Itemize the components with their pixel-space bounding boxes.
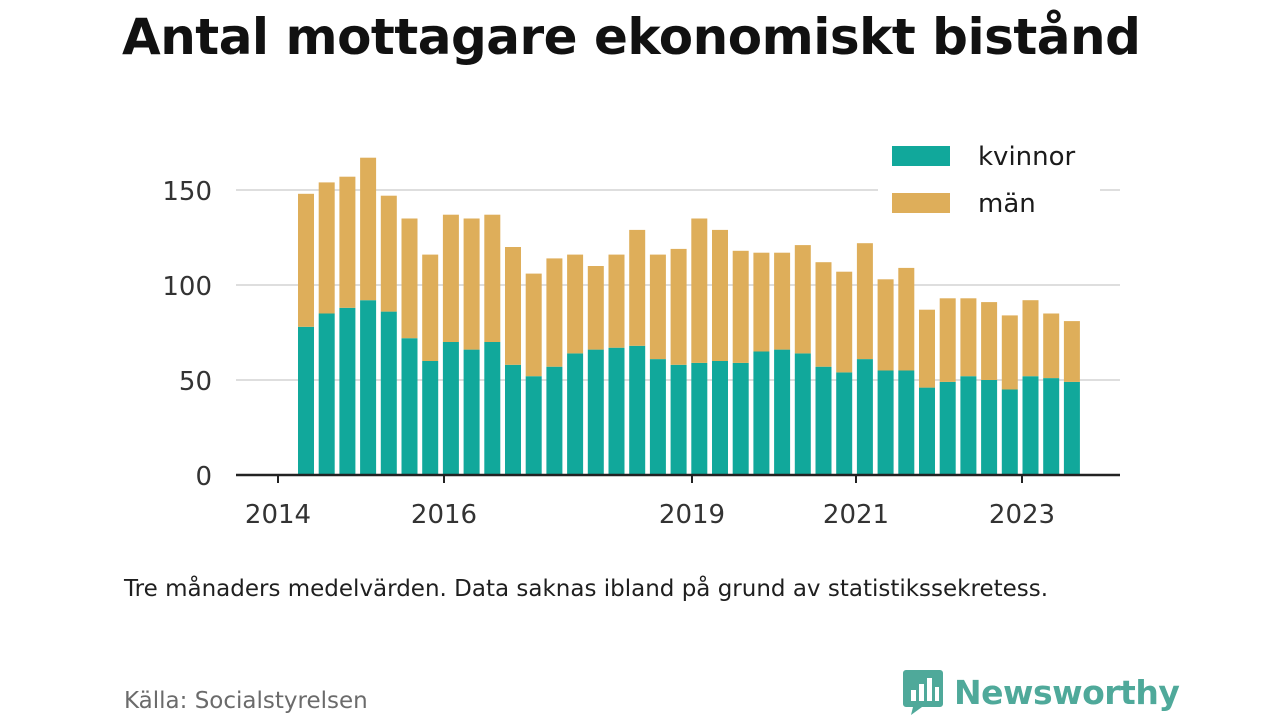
legend: kvinnor män (878, 132, 1100, 228)
bar-kvinnor (567, 353, 584, 475)
bar-man (1043, 313, 1060, 379)
bar-kvinnor (732, 362, 749, 475)
bar-kvinnor (856, 359, 873, 475)
bar-man (442, 214, 459, 342)
bar-kvinnor (318, 313, 335, 475)
legend-label: kvinnor (978, 142, 1076, 172)
bar-man (856, 243, 873, 360)
legend-swatch (892, 193, 950, 213)
legend-swatch (892, 146, 950, 166)
bar-kvinnor (608, 347, 625, 475)
bar-man (401, 218, 418, 339)
bar-kvinnor (774, 349, 791, 475)
bar-man (794, 245, 811, 354)
bar-man (505, 247, 521, 365)
stacked-bar-chart: 0 50 100 150 2014 2016 2019 2021 2023 kvinnor män (162, 132, 1120, 530)
bars (298, 157, 1080, 475)
bar-man (525, 273, 542, 377)
bar-kvinnor (1063, 381, 1080, 475)
bar-man (753, 252, 770, 352)
bar-man (815, 262, 832, 367)
bar-kvinnor (298, 326, 314, 475)
bar-kvinnor (380, 311, 397, 475)
bar-man (380, 195, 397, 312)
bar-kvinnor (898, 370, 915, 475)
bar-kvinnor (546, 366, 563, 475)
bar-kvinnor (960, 376, 977, 475)
bar-man (587, 266, 604, 350)
axes: 0 50 100 150 2014 2016 2019 2021 2023 (162, 177, 1120, 530)
bar-kvinnor (877, 370, 894, 475)
source-credit: Källa: Socialstyrelsen (124, 688, 368, 714)
bar-man (691, 218, 708, 363)
chart-title: Antal mottagare ekonomiskt bistånd (122, 8, 1141, 66)
bar-kvinnor (629, 345, 646, 475)
bar-kvinnor (339, 307, 356, 475)
bar-kvinnor (712, 361, 728, 475)
bar-man (629, 229, 646, 346)
bar-man (318, 182, 335, 314)
bar-kvinnor (649, 359, 666, 475)
bar-kvinnor (939, 381, 956, 475)
bar-man (1022, 300, 1039, 377)
bar-man (484, 214, 501, 342)
y-tick-label: 100 (162, 272, 212, 302)
bar-man (836, 271, 853, 373)
bar-kvinnor (981, 380, 998, 475)
bar-kvinnor (1022, 376, 1039, 475)
bar-man (360, 157, 377, 301)
bar-man (298, 193, 314, 327)
bar-man (1063, 321, 1080, 382)
bar-man (463, 218, 480, 350)
bar-kvinnor (525, 376, 542, 475)
bar-man (339, 176, 356, 308)
bar-kvinnor (794, 353, 811, 475)
bar-man (422, 254, 439, 361)
bar-kvinnor (422, 361, 439, 475)
bar-man (546, 258, 563, 367)
brand-name: Newsworthy (954, 672, 1180, 712)
bar-kvinnor (401, 338, 418, 475)
bar-man (939, 298, 956, 382)
bar-kvinnor (463, 349, 480, 475)
bar-kvinnor (1043, 378, 1060, 475)
bar-kvinnor (691, 362, 708, 475)
brand-logo: Newsworthy (902, 668, 1180, 716)
bar-kvinnor (1001, 389, 1018, 475)
bar-kvinnor (505, 364, 521, 475)
legend-label: män (978, 189, 1036, 219)
y-tick-label: 150 (162, 177, 212, 207)
bar-kvinnor (836, 372, 853, 475)
bar-man (898, 267, 915, 371)
x-tick-label: 2019 (659, 500, 725, 530)
y-tick-label: 0 (195, 462, 212, 492)
bar-kvinnor (360, 300, 377, 475)
x-tick-label: 2021 (823, 500, 889, 530)
bar-man (919, 309, 935, 388)
bar-man (732, 250, 749, 363)
bar-man (649, 254, 666, 360)
bar-kvinnor (753, 351, 770, 475)
bar-man (712, 229, 728, 361)
bar-man (1001, 315, 1018, 390)
chart-note: Tre månaders medelvärden. Data saknas ib… (124, 576, 1049, 602)
bar-kvinnor (670, 364, 687, 475)
bar-kvinnor (815, 366, 832, 475)
x-tick-label: 2023 (989, 500, 1055, 530)
bar-kvinnor (587, 349, 604, 475)
bar-man (774, 252, 791, 350)
bar-man (877, 279, 894, 371)
x-tick-label: 2016 (411, 500, 477, 530)
y-tick-label: 50 (179, 367, 212, 397)
bar-man (960, 298, 977, 377)
x-tick-label: 2014 (245, 500, 311, 530)
bar-kvinnor (919, 387, 935, 475)
bar-man (670, 248, 687, 365)
bar-man (981, 302, 998, 380)
newsworthy-logo-icon (903, 670, 943, 715)
bar-kvinnor (442, 342, 459, 475)
bar-man (567, 254, 584, 354)
bar-kvinnor (484, 342, 501, 475)
bar-man (608, 254, 625, 348)
